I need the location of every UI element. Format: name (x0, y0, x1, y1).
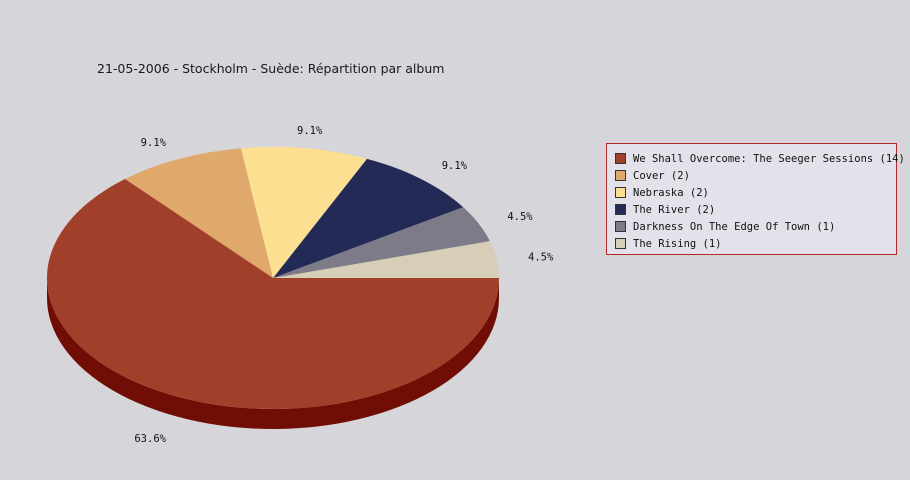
slice-percent-label: 4.5% (507, 211, 533, 223)
chart-title: 21-05-2006 - Stockholm - Suède: Répartit… (97, 61, 445, 76)
legend: We Shall Overcome: The Seeger Sessions (… (606, 143, 905, 255)
legend-item: We Shall Overcome: The Seeger Sessions (… (615, 150, 905, 167)
slice-percent-label: 9.1% (442, 160, 468, 172)
legend-label: Darkness On The Edge Of Town (1) (633, 220, 836, 233)
slice-percent-label: 9.1% (297, 125, 323, 137)
legend-label: Cover (2) (633, 169, 690, 182)
slice-percent-label: 9.1% (141, 137, 167, 149)
slice-percent-label: 4.5% (528, 252, 554, 264)
pie-slice (240, 147, 367, 278)
legend-item: Cover (2) (615, 167, 896, 184)
legend-item: Darkness On The Edge Of Town (1) (615, 218, 896, 235)
legend-item: The Rising (1) (615, 235, 896, 252)
legend-label: The Rising (1) (633, 237, 722, 250)
slice-percent-label: 63.6% (134, 433, 166, 445)
pie-slice (273, 241, 499, 278)
legend-item: The River (2) (615, 201, 896, 218)
legend-swatch (615, 153, 626, 164)
legend-label: We Shall Overcome: The Seeger Sessions (… (633, 152, 905, 165)
legend-swatch (615, 204, 626, 215)
legend-swatch (615, 238, 626, 249)
legend-swatch (615, 221, 626, 232)
legend-label: Nebraska (2) (633, 186, 709, 199)
legend-swatch (615, 187, 626, 198)
pie-slice (47, 178, 500, 409)
pie-slice (125, 148, 274, 278)
legend-item: Nebraska (2) (615, 184, 896, 201)
pie-slice (273, 207, 490, 278)
legend-swatch (615, 170, 626, 181)
pie-slice (273, 158, 464, 278)
legend-label: The River (2) (633, 203, 716, 216)
